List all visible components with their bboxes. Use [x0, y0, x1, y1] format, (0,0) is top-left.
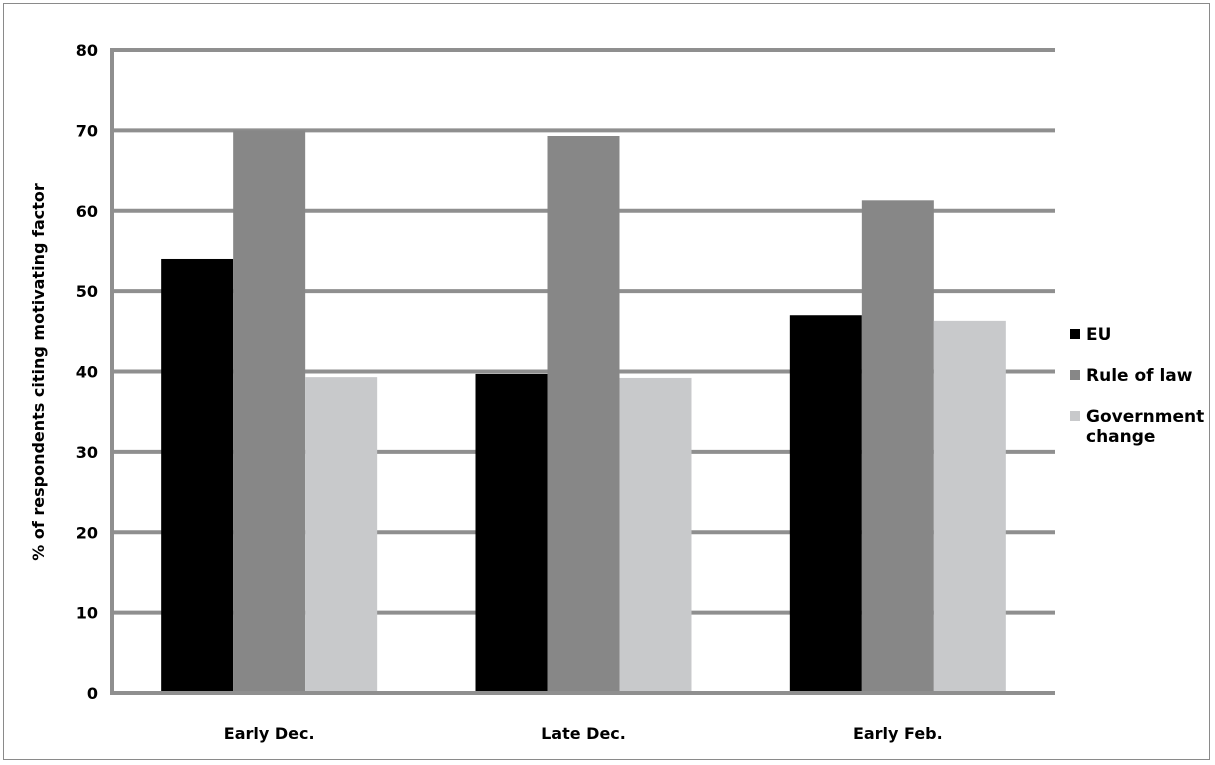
- bar: [548, 136, 620, 693]
- x-axis-categories: Early Dec. Late Dec. Early Feb.: [224, 724, 943, 743]
- legend-swatch: [1070, 411, 1080, 421]
- bar: [476, 374, 548, 693]
- legend-item: EU: [1070, 325, 1111, 345]
- bar: [305, 377, 377, 693]
- legend-label: Government: [1086, 407, 1204, 427]
- y-axis-ticks: 0 10 20 30 40 50 60 70 80: [76, 41, 98, 703]
- y-axis-title: % of respondents citing motivating facto…: [29, 183, 48, 561]
- bar: [862, 200, 934, 693]
- x-category-label: Early Feb.: [853, 724, 943, 743]
- x-category-label: Early Dec.: [224, 724, 315, 743]
- y-tick-label: 50: [76, 282, 98, 301]
- y-tick-label: 80: [76, 41, 98, 60]
- y-tick-label: 10: [76, 604, 98, 623]
- y-tick-label: 70: [76, 121, 98, 140]
- legend-label: change: [1086, 427, 1155, 447]
- bar: [790, 315, 862, 693]
- legend-label: Rule of law: [1086, 366, 1193, 386]
- bar: [233, 130, 305, 693]
- bar: [934, 321, 1006, 693]
- y-tick-label: 0: [87, 684, 98, 703]
- bar: [161, 259, 233, 693]
- legend-swatch: [1070, 370, 1080, 380]
- legend-swatch: [1070, 329, 1080, 339]
- bar: [620, 378, 692, 693]
- y-tick-label: 30: [76, 443, 98, 462]
- bars: [161, 130, 1006, 693]
- legend-label: EU: [1086, 325, 1111, 345]
- y-tick-label: 60: [76, 202, 98, 221]
- y-tick-label: 20: [76, 523, 98, 542]
- legend-item: Rule of law: [1070, 366, 1193, 386]
- x-category-label: Late Dec.: [541, 724, 626, 743]
- y-tick-label: 40: [76, 363, 98, 382]
